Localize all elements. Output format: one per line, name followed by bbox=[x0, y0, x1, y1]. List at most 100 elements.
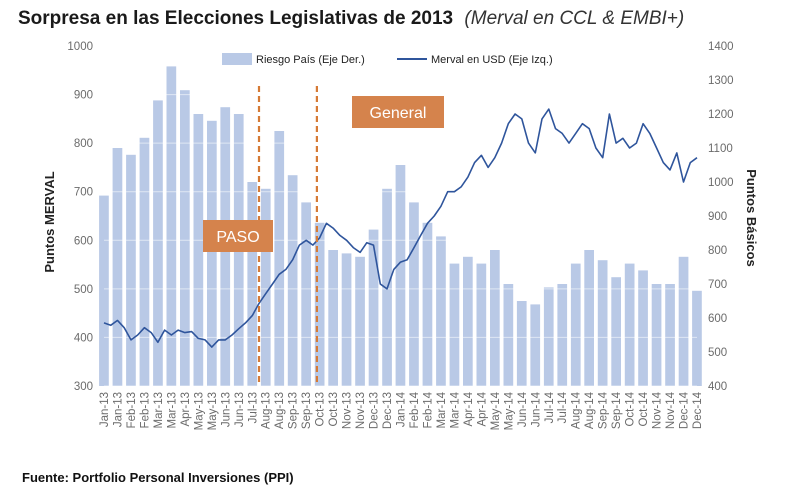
bar-riesgo-pais bbox=[395, 165, 406, 386]
bar-riesgo-pais bbox=[341, 253, 352, 386]
x-tick-label: Dec-14 bbox=[692, 391, 704, 429]
bar-riesgo-pais bbox=[476, 263, 487, 386]
right-axis-title: Puntos Básicos bbox=[744, 169, 759, 267]
x-axis-ticks: Jan-13 Jan-13 Feb-13 Feb-13 Mar-13 Mar-13 Apr-… bbox=[99, 391, 704, 430]
bar-riesgo-pais bbox=[651, 284, 662, 386]
line-merval bbox=[103, 108, 698, 348]
x-tick-label: Feb-13 bbox=[126, 392, 138, 428]
bar-riesgo-pais bbox=[99, 195, 109, 386]
bar-riesgo-pais bbox=[490, 250, 500, 386]
bar-riesgo-pais bbox=[328, 250, 338, 386]
left-tick-label: 400 bbox=[74, 332, 93, 344]
x-tick-label: Sep-13 bbox=[301, 392, 313, 429]
annotation-label-paso: PASO bbox=[216, 229, 259, 246]
x-tick-label: Dec-14 bbox=[679, 391, 691, 429]
x-tick-label: Jun-14 bbox=[517, 391, 529, 427]
right-tick-label: 1100 bbox=[708, 143, 733, 155]
right-tick-label: 1000 bbox=[708, 177, 734, 189]
x-tick-label: May-14 bbox=[490, 391, 502, 430]
bar-riesgo-pais bbox=[638, 270, 648, 386]
bar-riesgo-pais bbox=[692, 290, 702, 386]
bar-riesgo-pais bbox=[166, 66, 177, 387]
x-tick-label: Jun-13 bbox=[234, 392, 246, 427]
bar-riesgo-pais bbox=[180, 90, 190, 386]
bar-riesgo-pais bbox=[193, 114, 204, 386]
bar-riesgo-pais bbox=[503, 284, 514, 386]
x-tick-label: Nov-13 bbox=[355, 392, 367, 429]
bar-riesgo-pais bbox=[597, 260, 608, 386]
x-tick-label: Apr-13 bbox=[180, 392, 192, 427]
bar-riesgo-pais bbox=[153, 100, 163, 387]
x-tick-label: Oct-13 bbox=[328, 392, 340, 427]
x-tick-label: Aug-14 bbox=[584, 391, 596, 429]
x-tick-label: Feb-14 bbox=[423, 391, 435, 428]
bar-riesgo-pais bbox=[126, 154, 136, 386]
annotation-label-general: General bbox=[370, 105, 427, 122]
x-tick-label: Aug-14 bbox=[571, 391, 583, 429]
bar-riesgo-pais bbox=[301, 202, 311, 386]
bar-riesgo-pais bbox=[530, 304, 541, 386]
bar-riesgo-pais bbox=[422, 222, 433, 386]
bar-riesgo-pais bbox=[112, 148, 123, 386]
chart-title: Sorpresa en las Elecciones Legislativas … bbox=[18, 8, 454, 29]
bar-riesgo-pais bbox=[355, 256, 365, 386]
bar-riesgo-pais bbox=[570, 263, 581, 386]
right-tick-label: 500 bbox=[708, 347, 727, 359]
annotation-box-paso bbox=[203, 220, 273, 252]
x-tick-label: Oct-13 bbox=[315, 392, 327, 427]
bar-riesgo-pais bbox=[463, 256, 473, 386]
left-axis-title: Puntos MERVAL bbox=[42, 171, 57, 272]
x-tick-label: Aug-13 bbox=[261, 392, 273, 429]
bar-riesgo-pais bbox=[678, 256, 689, 386]
legend-swatch-riesgo-pais bbox=[222, 53, 252, 65]
x-tick-label: Jul-14 bbox=[544, 391, 556, 423]
x-tick-label: May-13 bbox=[207, 392, 219, 430]
bar-riesgo-pais bbox=[543, 287, 554, 386]
x-tick-label: Jun-13 bbox=[220, 392, 232, 427]
bar-riesgo-pais bbox=[516, 301, 527, 386]
x-tick-label: Dec-13 bbox=[382, 392, 394, 429]
annotations: PASO General bbox=[203, 96, 444, 252]
right-tick-label: 600 bbox=[708, 313, 727, 325]
x-tick-label: Jan-14 bbox=[396, 391, 408, 427]
x-tick-label: Feb-14 bbox=[409, 391, 421, 428]
right-tick-label: 700 bbox=[708, 279, 727, 291]
chart-subtitle: (Merval en CCL & EMBI+) bbox=[464, 8, 685, 29]
left-tick-label: 900 bbox=[74, 90, 93, 102]
right-tick-label: 1200 bbox=[708, 109, 734, 121]
bar-series-riesgo-pais bbox=[99, 66, 702, 387]
bar-riesgo-pais bbox=[409, 202, 419, 386]
x-tick-label: May-14 bbox=[503, 391, 515, 430]
right-tick-label: 400 bbox=[708, 381, 727, 393]
legend: Riesgo País (Eje Der.) Merval en USD (Ej… bbox=[222, 53, 553, 66]
x-tick-label: Mar-13 bbox=[153, 392, 165, 428]
x-tick-label: Jan-13 bbox=[99, 392, 111, 427]
left-tick-label: 1000 bbox=[67, 41, 93, 53]
left-tick-label: 800 bbox=[74, 138, 93, 150]
line-series-merval bbox=[103, 108, 698, 348]
bar-riesgo-pais bbox=[449, 263, 460, 386]
chart-title-block: Sorpresa en las Elecciones Legislativas … bbox=[18, 8, 684, 30]
gridlines bbox=[104, 45, 697, 387]
bar-riesgo-pais bbox=[274, 131, 285, 386]
bar-riesgo-pais bbox=[260, 188, 271, 386]
right-tick-label: 800 bbox=[708, 245, 727, 257]
x-tick-label: Nov-14 bbox=[652, 391, 664, 429]
x-tick-label: Apr-14 bbox=[476, 391, 488, 426]
x-tick-label: Jul-14 bbox=[557, 391, 569, 423]
bar-riesgo-pais bbox=[139, 137, 150, 386]
right-tick-label: 900 bbox=[708, 211, 727, 223]
x-tick-label: Sep-13 bbox=[288, 392, 300, 429]
legend-label-riesgo-pais: Riesgo País (Eje Der.) bbox=[256, 54, 365, 66]
bar-riesgo-pais bbox=[287, 175, 298, 386]
right-axis-ticks: 1400 1300 1200 1100 1000 900 800 700 600 500 400 bbox=[708, 41, 734, 393]
x-tick-label: Feb-13 bbox=[139, 392, 151, 428]
x-tick-label: Sep-14 bbox=[598, 391, 610, 429]
right-tick-label: 1400 bbox=[708, 41, 734, 53]
bar-riesgo-pais bbox=[368, 229, 379, 386]
x-tick-label: Oct-14 bbox=[638, 391, 650, 426]
x-tick-label: Jul-13 bbox=[247, 392, 259, 423]
x-tick-label: Mar-14 bbox=[449, 391, 461, 428]
x-tick-label: Jan-13 bbox=[113, 392, 125, 427]
